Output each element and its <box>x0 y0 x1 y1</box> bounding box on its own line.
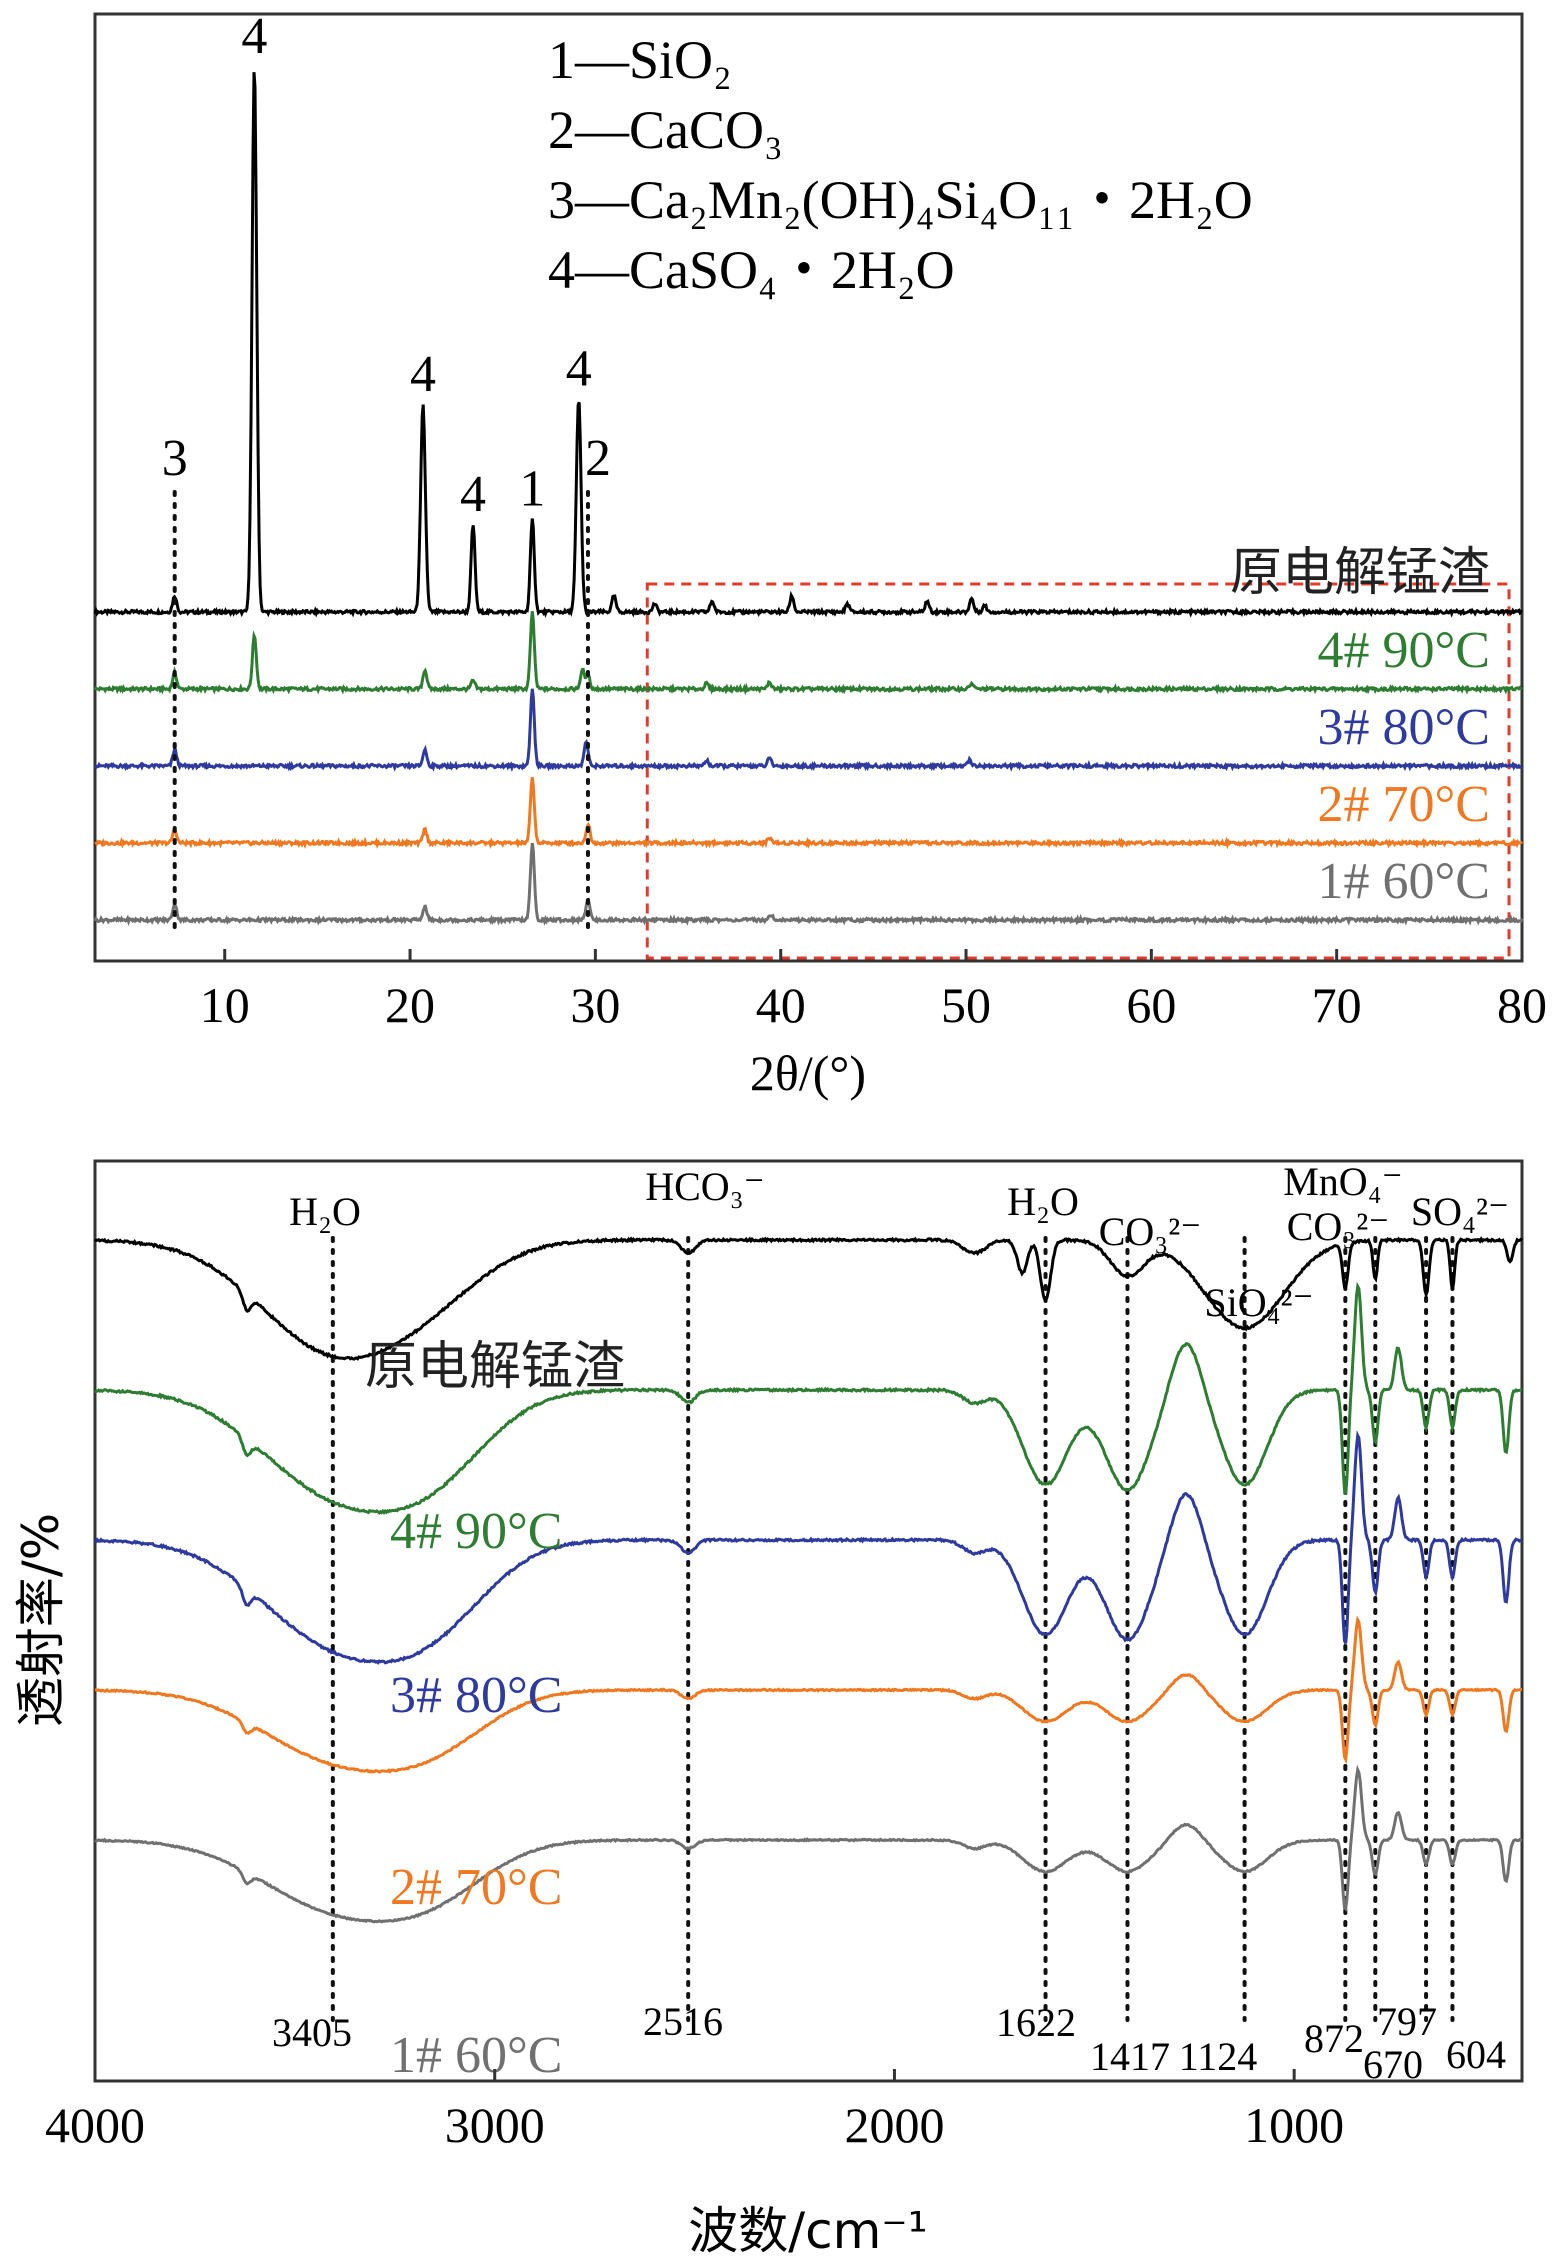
ftir-x-axis-label: 波数/cm⁻¹ <box>688 2202 927 2260</box>
xrd-peak-label: 1 <box>519 460 545 517</box>
ftir-trace-4 <box>94 1615 1523 1774</box>
xrd-peak-label: 2 <box>585 430 611 487</box>
xrd-tick-label: 10 <box>200 977 250 1033</box>
ftir-wavenumber-mark: 3405 <box>272 2010 352 2055</box>
ftir-tick-label: 3000 <box>445 2097 545 2153</box>
xrd-peak-label: 4 <box>241 8 267 65</box>
xrd-trace-3 <box>94 688 1523 773</box>
xrd-legend-item: 4—CaSO₄・2H₂O <box>548 240 955 300</box>
ftir-y-axis-label: 透射率/% <box>12 1513 70 1727</box>
ftir-band-label: CO₃²⁻ <box>1287 1204 1390 1249</box>
ftir-tick-label: 4000 <box>45 2097 145 2153</box>
xrd-trace-4 <box>94 777 1524 850</box>
ftir-band-label: HCO₃⁻ <box>645 1164 765 1209</box>
xrd-series-label: 1# 60°C <box>1318 853 1490 910</box>
ftir-wavenumber-mark: 1622 <box>996 2000 1076 2045</box>
xrd-series-label: 3# 80°C <box>1318 699 1490 756</box>
ftir-frame <box>93 1159 1524 2083</box>
ftir-trace-1 <box>94 1236 1524 1361</box>
xrd-series-label: 4# 90°C <box>1318 622 1490 679</box>
xrd-peak-label: 4 <box>410 346 436 403</box>
xrd-tick-label: 20 <box>385 977 435 1033</box>
xrd-peak-label: 4 <box>460 466 486 523</box>
xrd-tick-label: 80 <box>1497 977 1547 1033</box>
ftir-series-label: 原电解锰渣 <box>365 1337 625 1397</box>
ftir-wavenumber-mark: 670 <box>1363 2042 1423 2087</box>
ftir-trace-5 <box>94 1764 1523 1924</box>
ftir-series-label: 4# 90°C <box>390 1503 562 1560</box>
xrd-legend-item: 2—CaCO₃ <box>548 100 783 160</box>
ftir-trace-2 <box>94 1281 1523 1516</box>
ftir-series-label: 1# 60°C <box>390 2027 562 2084</box>
ftir-series-label: 2# 70°C <box>390 1859 562 1916</box>
xrd-tick-label: 60 <box>1126 977 1176 1033</box>
ftir-plot-area: 原电解锰渣 4# 90°C 3# 80°C 2# 70°C 1# 60°C H₂O HCO₃… <box>94 1159 1524 2087</box>
xrd-legend-item: 3—Ca₂Mn₂(OH)₄Si₄O₁₁・2H₂O <box>548 170 1253 230</box>
highlight-box <box>645 582 1511 960</box>
ftir-panel: 原电解锰渣 4# 90°C 3# 80°C 2# 70°C 1# 60°C H₂O HCO₃… <box>12 1159 1524 2260</box>
ftir-wavenumber-mark: 2516 <box>643 1999 723 2044</box>
xrd-legend-item: 1—SiO₂ <box>548 30 732 90</box>
xrd-frame <box>93 12 1524 963</box>
xrd-trace-1 <box>93 72 1523 618</box>
xrd-tick-label: 50 <box>941 977 991 1033</box>
ftir-series-label: 3# 80°C <box>390 1667 562 1724</box>
xrd-peak-label: 3 <box>162 430 188 487</box>
ftir-tick-label: 2000 <box>844 2097 944 2153</box>
ftir-wavenumber-mark: 1124 <box>1179 2034 1258 2079</box>
xrd-x-axis-label: 2θ/(°) <box>750 1045 866 1101</box>
ftir-trace-3 <box>94 1430 1523 1665</box>
ftir-wavenumber-mark: 872 <box>1304 2016 1364 2061</box>
ftir-band-label: CO₃²⁻ <box>1099 1209 1202 1254</box>
ftir-band-label: H₂O <box>1007 1179 1079 1224</box>
ftir-tick-label: 1000 <box>1244 2097 1344 2153</box>
ftir-x-axis: 4000 3000 2000 1000 <box>45 2069 1344 2153</box>
xrd-peak-label: 4 <box>566 340 592 397</box>
ftir-band-label: MnO₄⁻ <box>1283 1159 1403 1204</box>
ftir-wavenumber-mark: 604 <box>1446 2032 1506 2077</box>
xrd-trace-5 <box>93 842 1524 927</box>
ftir-band-label: H₂O <box>289 1189 361 1234</box>
xrd-tick-label: 30 <box>570 977 620 1033</box>
xrd-tick-label: 70 <box>1312 977 1362 1033</box>
ftir-wavenumber-mark: 797 <box>1377 1999 1437 2044</box>
xrd-tick-label: 40 <box>756 977 806 1033</box>
ftir-band-label: SiO₄²⁻ <box>1204 1280 1313 1325</box>
xrd-series-label: 2# 70°C <box>1318 776 1490 833</box>
xrd-x-axis: 10 20 30 40 50 60 70 80 <box>200 949 1547 1033</box>
ftir-band-label: SO₄²⁻ <box>1411 1189 1509 1234</box>
xrd-series-label: 原电解锰渣 <box>1230 543 1490 603</box>
xrd-legend: 1—SiO₂ 2—CaCO₃ 3—Ca₂Mn₂(OH)₄Si₄O₁₁・2H₂O 4—C… <box>548 30 1253 300</box>
ftir-wavenumber-mark: 1417 <box>1090 2034 1170 2079</box>
xrd-trace-2 <box>93 611 1523 696</box>
